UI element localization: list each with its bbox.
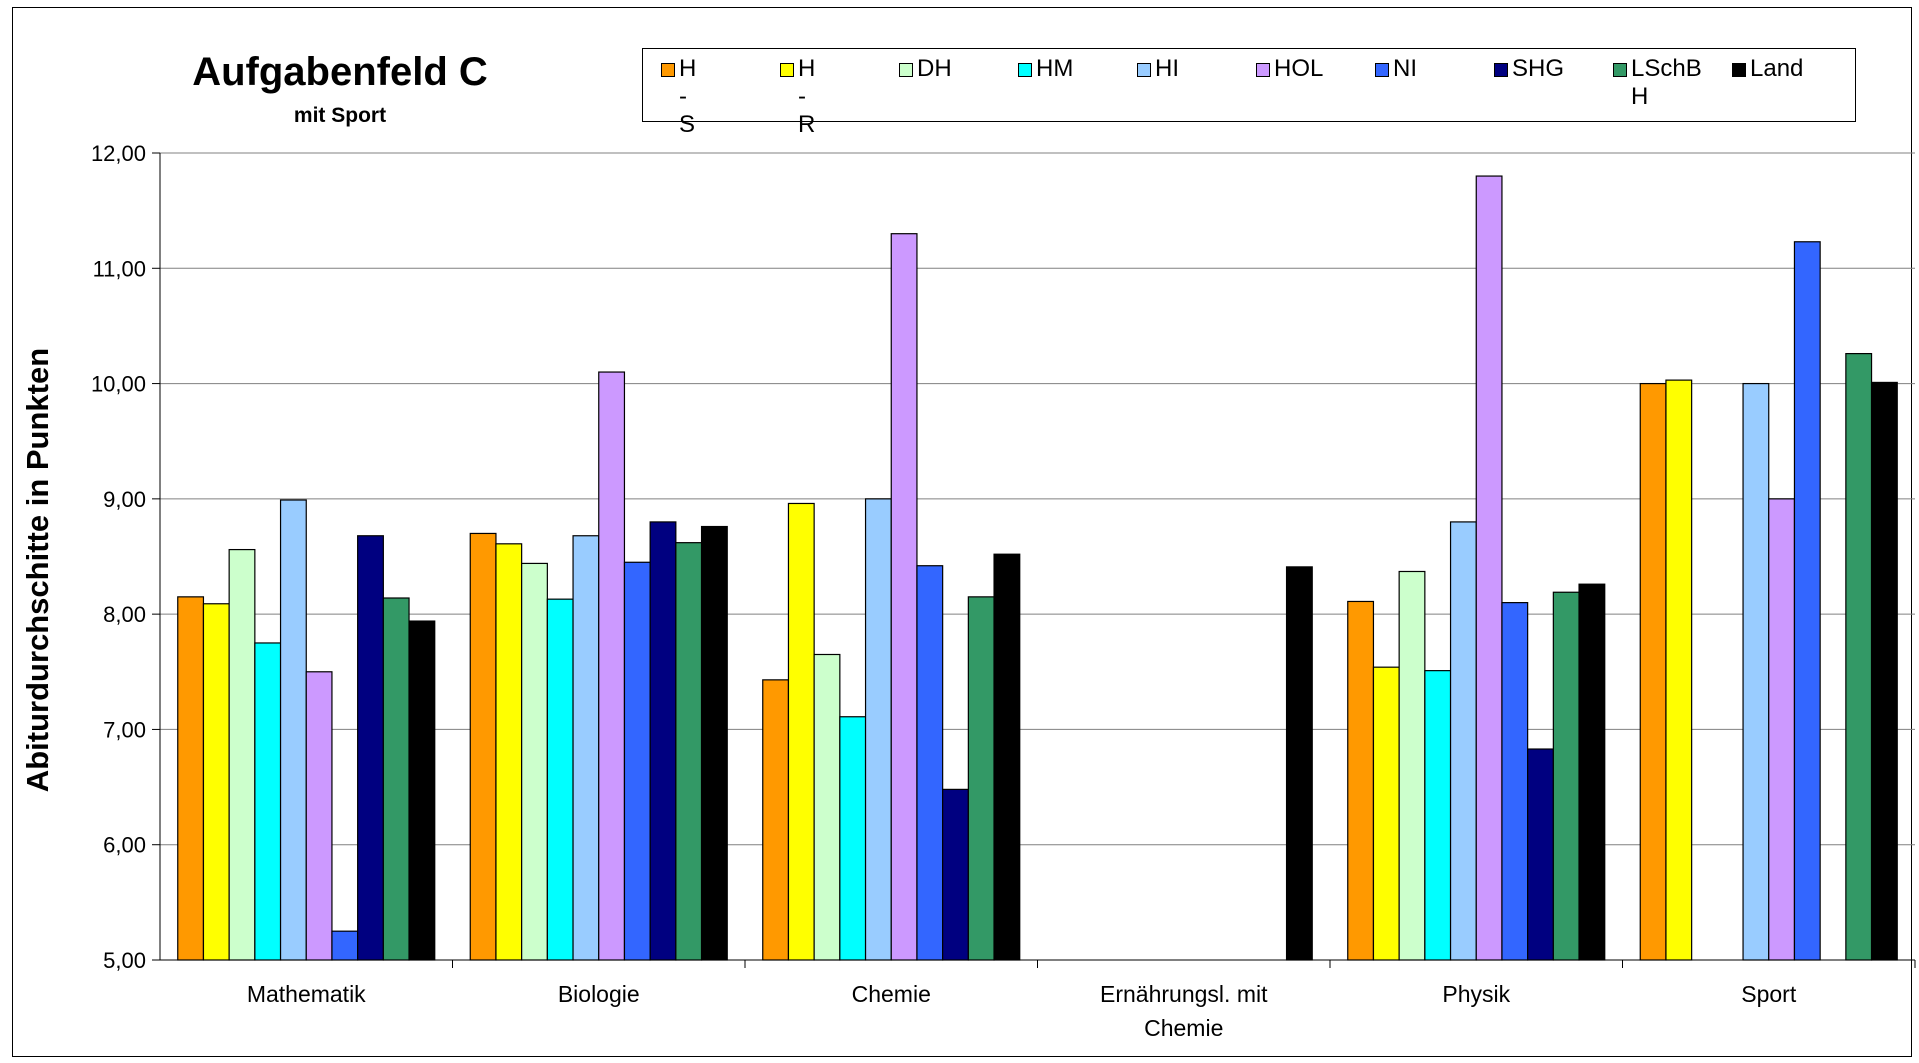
bar — [762, 679, 790, 961]
bar — [787, 502, 815, 961]
bar — [1793, 241, 1821, 961]
bar — [331, 930, 359, 961]
bar — [813, 653, 841, 961]
y-tick-label: 10,00 — [91, 372, 146, 397]
bar — [382, 597, 410, 961]
legend-swatch — [1613, 63, 1627, 77]
bar — [1501, 602, 1529, 961]
legend-swatch — [1256, 63, 1270, 77]
bar — [1285, 566, 1313, 961]
legend-label: SHG — [1512, 55, 1565, 82]
x-tick-label: Mathematik — [247, 981, 366, 1007]
legend-label: DH — [917, 55, 952, 82]
bar — [228, 548, 256, 961]
legend-label: Land — [1750, 55, 1804, 82]
legend-label: HOL — [1274, 55, 1324, 82]
bar — [495, 543, 523, 961]
chart-subtitle: mit Sport — [293, 104, 387, 127]
legend-label: NI — [1393, 55, 1417, 82]
bar — [177, 596, 205, 961]
bar — [546, 598, 574, 961]
bar — [1742, 382, 1770, 961]
x-tick-label: Ernährungsl. mit Chemie — [1100, 981, 1268, 1041]
legend-swatch — [1494, 63, 1508, 77]
bar — [1578, 583, 1606, 961]
bar — [1665, 379, 1693, 961]
bar — [1424, 670, 1452, 961]
bar — [254, 642, 282, 961]
legend: H - S H -R DH HM HI HOL NI SHG LSchB H Land — [642, 48, 1856, 138]
bar — [1398, 570, 1426, 961]
bar — [1449, 521, 1477, 961]
bar — [916, 565, 944, 961]
bar — [942, 788, 969, 961]
x-tick-label: Chemie — [852, 981, 931, 1007]
bar — [864, 498, 892, 961]
legend-label: H - S — [679, 55, 697, 138]
legend-label: HI — [1155, 55, 1179, 82]
bar — [623, 561, 651, 961]
y-tick-label: 7,00 — [103, 717, 146, 742]
legend-swatch — [1137, 63, 1151, 77]
y-tick-label: 9,00 — [103, 487, 146, 512]
bar — [202, 603, 230, 961]
bar — [357, 535, 384, 961]
bar — [598, 371, 626, 961]
bar — [1639, 382, 1667, 961]
y-tick-label: 12,00 — [91, 141, 146, 166]
bar — [839, 716, 867, 961]
legend-swatch — [1375, 63, 1389, 77]
y-tick-label: 6,00 — [103, 833, 146, 858]
bar — [993, 553, 1021, 961]
legend-swatch — [661, 63, 675, 77]
x-tick-label: Physik — [1442, 981, 1510, 1007]
bar — [469, 532, 497, 961]
bar — [649, 521, 677, 961]
legend-swatch — [1018, 63, 1032, 77]
x-tick-label: Biologie — [558, 981, 640, 1007]
bar — [305, 671, 333, 961]
bar — [1527, 748, 1554, 961]
y-tick-label: 5,00 — [103, 948, 146, 973]
legend-label: LSchB H — [1631, 55, 1702, 110]
bar — [1845, 352, 1873, 961]
chart-frame — [12, 7, 1912, 1057]
bar — [1768, 498, 1796, 961]
y-tick-label: 8,00 — [103, 602, 146, 627]
y-tick-label: 11,00 — [93, 256, 146, 281]
legend-label: H -R — [798, 55, 816, 138]
bar — [408, 620, 436, 961]
legend-swatch — [899, 63, 913, 77]
legend-swatch — [1732, 63, 1746, 77]
bar — [675, 542, 703, 961]
bar — [1475, 175, 1503, 961]
bar — [279, 499, 307, 961]
bar — [890, 233, 918, 961]
legend-swatch — [780, 63, 794, 77]
bar — [700, 525, 728, 961]
bar — [967, 596, 995, 961]
bar — [1552, 591, 1580, 961]
legend-label: HM — [1036, 55, 1074, 82]
bar — [572, 535, 600, 961]
bar — [1372, 666, 1400, 961]
bar — [1870, 381, 1898, 961]
x-tick-label: Sport — [1741, 981, 1797, 1007]
bar — [1347, 600, 1375, 961]
bar — [521, 562, 548, 961]
chart-title: Aufgabenfeld C — [192, 50, 488, 94]
